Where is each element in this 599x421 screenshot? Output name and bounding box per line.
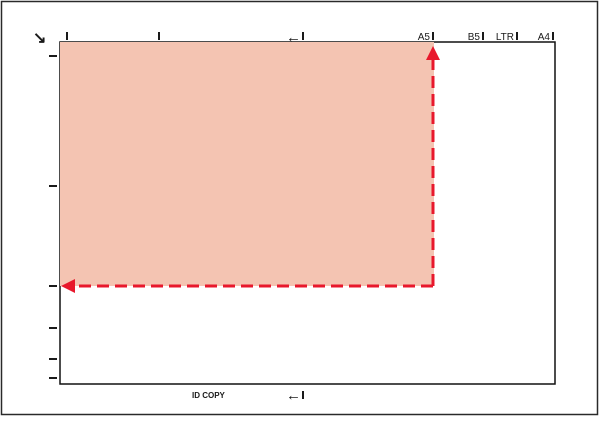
id-copy-label: ID COPY bbox=[192, 391, 226, 400]
up-arrowhead-icon bbox=[426, 46, 440, 60]
left-ticks bbox=[49, 55, 57, 379]
size-label-a4: A4 bbox=[538, 32, 551, 43]
diagonal-arrow-icon: ↘ bbox=[33, 30, 46, 47]
left-arrowhead-icon bbox=[61, 279, 75, 293]
size-label-ltr: LTR bbox=[496, 32, 514, 43]
size-label-b5: B5 bbox=[468, 32, 481, 43]
document-area bbox=[60, 42, 434, 286]
top-ticks bbox=[66, 32, 554, 40]
left-arrow-icon: ← bbox=[286, 29, 301, 46]
left-arrow-icon: ← bbox=[286, 387, 301, 404]
size-label-a5: A5 bbox=[418, 32, 431, 43]
